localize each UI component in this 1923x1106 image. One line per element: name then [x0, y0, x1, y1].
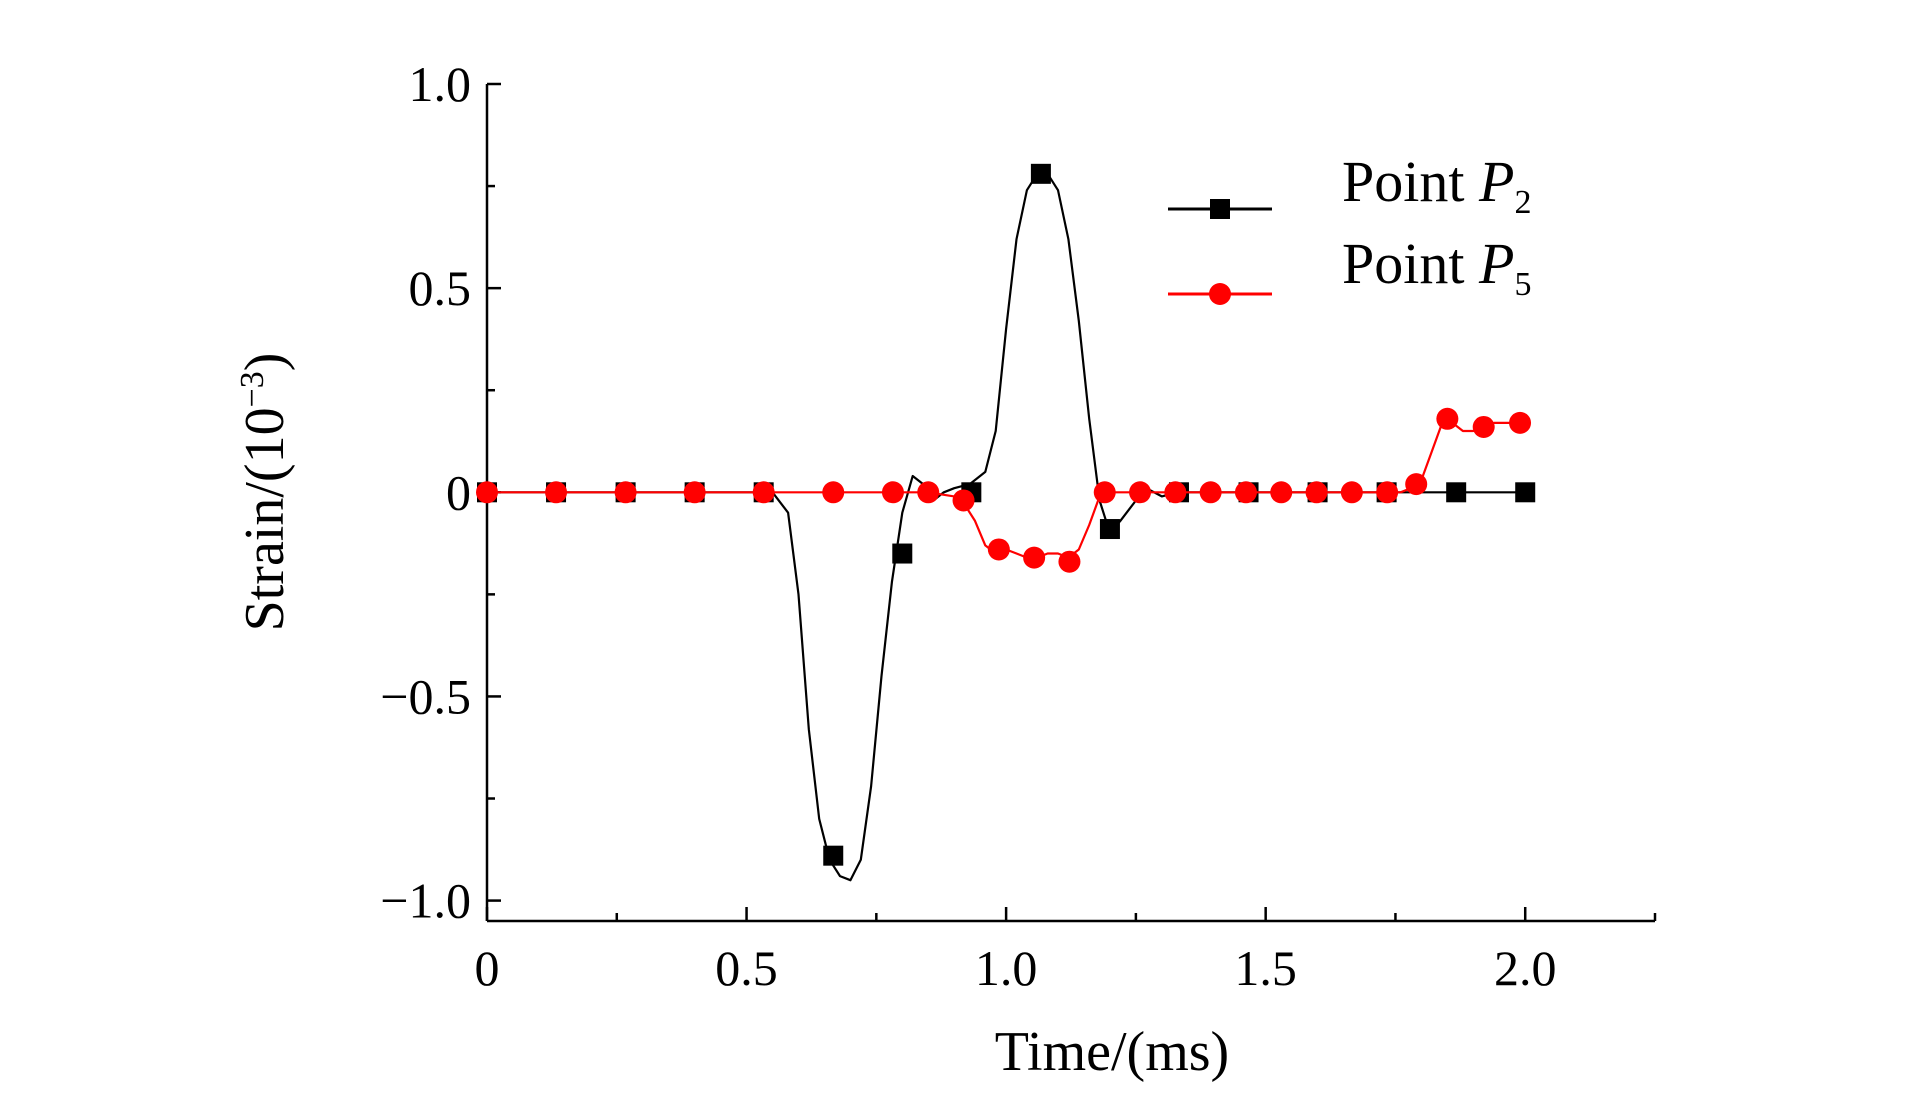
data-point-p2	[1515, 482, 1536, 503]
y-tick-label: 1.0	[409, 56, 472, 112]
data-point-p5	[917, 481, 940, 504]
data-point-p5	[614, 481, 637, 504]
data-point-p5	[1093, 481, 1116, 504]
data-point-p5	[1129, 481, 1152, 504]
data-point-p5	[1340, 481, 1363, 504]
data-point-p5	[1270, 481, 1293, 504]
data-point-p5	[1058, 550, 1081, 573]
legend-item-p5: Point P5	[1168, 231, 1531, 305]
axes	[485, 82, 1657, 923]
series-layer	[476, 163, 1536, 882]
y-axis-title-exponent: −3	[234, 371, 271, 407]
series-p5	[476, 407, 1532, 573]
y-axis-title-prefix: Strain/(10	[234, 407, 296, 631]
data-point-p5	[1234, 481, 1257, 504]
x-axis-title: Time/(ms)	[995, 1021, 1229, 1083]
legend-marker-p2	[1210, 199, 1230, 219]
data-point-p2	[823, 845, 844, 866]
x-tick-label: 0.5	[715, 940, 778, 996]
data-point-p5	[1199, 481, 1222, 504]
legend-marker-p5	[1209, 283, 1231, 305]
data-point-p5	[822, 481, 845, 504]
data-point-p5	[1305, 481, 1328, 504]
tick-labels: 0 0.5 1.0 1.5 2.0 1.0 0.5 0 −0.5 −1.0	[380, 56, 1556, 996]
data-point-p5	[1376, 481, 1399, 504]
data-point-p5	[1023, 546, 1046, 569]
legend-label-p5: Point P5	[1342, 231, 1531, 303]
data-point-p5	[752, 481, 775, 504]
x-tick-label: 1.5	[1234, 940, 1297, 996]
data-point-p5	[1436, 407, 1459, 430]
y-tick-label: 0	[446, 464, 471, 520]
x-tick-label: 0	[475, 940, 500, 996]
data-point-p5	[683, 481, 706, 504]
data-point-p2	[1446, 482, 1467, 503]
x-tick-label: 2.0	[1494, 940, 1557, 996]
y-tick-label: 0.5	[409, 260, 472, 316]
legend-item-p2: Point P2	[1168, 149, 1531, 221]
series-line-p5	[487, 421, 1515, 559]
legend-label-p2: Point P2	[1342, 149, 1531, 221]
data-point-p5	[1509, 411, 1532, 434]
y-axis-title: Strain/(10−3)	[234, 353, 296, 632]
data-point-p5	[987, 538, 1010, 561]
data-point-p5	[952, 489, 975, 512]
legend: Point P2 Point P5	[1168, 149, 1531, 305]
data-point-p5	[1405, 473, 1428, 496]
data-point-p5	[1472, 415, 1495, 438]
data-point-p5	[545, 481, 568, 504]
data-point-p2	[1099, 519, 1120, 540]
y-tick-label: −1.0	[380, 873, 471, 929]
data-point-p5	[476, 481, 498, 504]
x-tick-label: 1.0	[975, 940, 1038, 996]
data-point-p5	[1164, 481, 1187, 504]
y-tick-label: −0.5	[380, 668, 471, 724]
data-point-p2	[892, 543, 913, 564]
data-point-p2	[1030, 163, 1051, 184]
y-axis-title-suffix: )	[234, 353, 296, 372]
data-point-p5	[881, 481, 904, 504]
